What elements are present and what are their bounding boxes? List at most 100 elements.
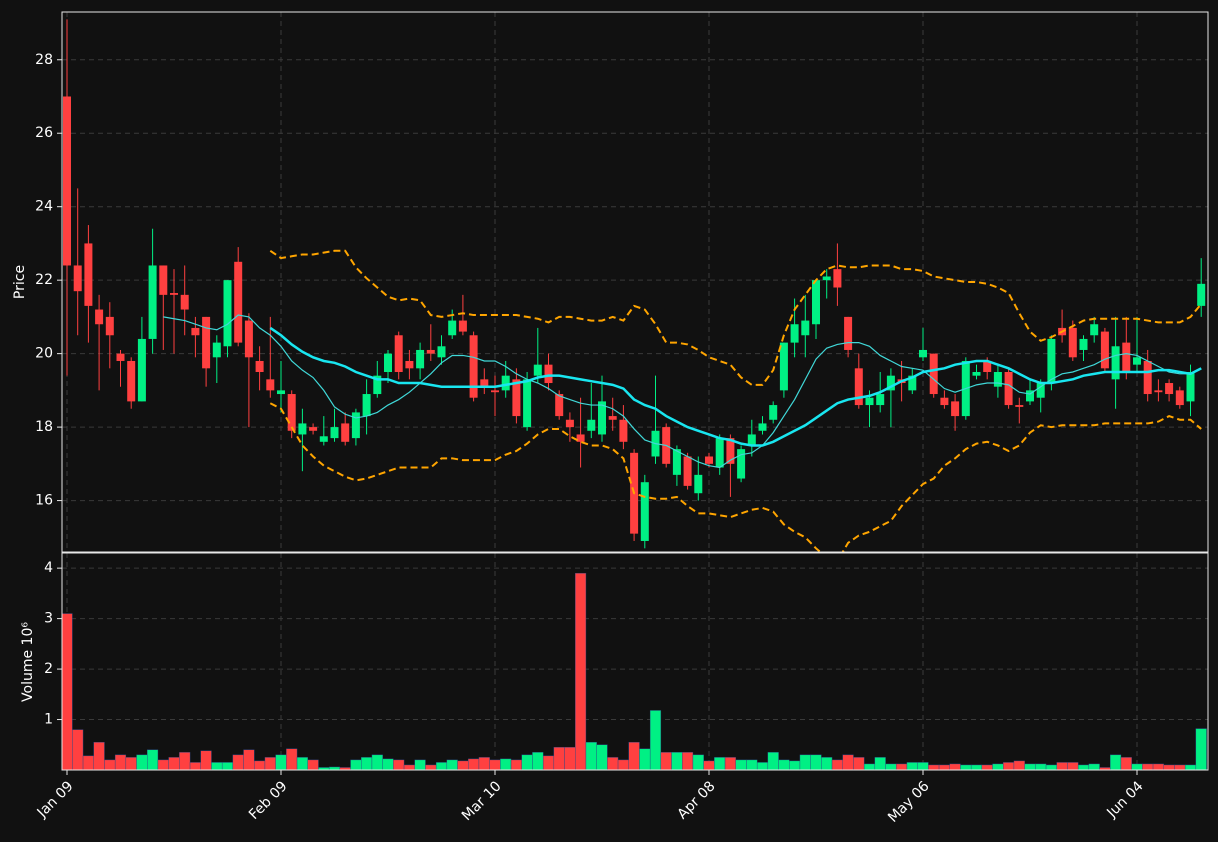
candle-body — [202, 316, 211, 369]
volume-bar — [949, 763, 961, 770]
volume-bar — [179, 752, 191, 770]
candle-body — [405, 360, 414, 369]
volume-bar — [221, 762, 234, 770]
volume-bar — [746, 759, 758, 770]
volume-bar — [211, 762, 223, 770]
volume-bar — [414, 759, 426, 770]
candle-body — [373, 375, 382, 395]
volume-bar — [532, 752, 544, 770]
volume-bar — [896, 763, 908, 770]
candle-body — [512, 379, 521, 417]
candle-body — [737, 449, 746, 479]
volume-bar — [296, 757, 308, 770]
volume-bar — [992, 763, 1004, 770]
candle-body — [908, 375, 917, 391]
y-tick-label: 28 — [35, 52, 53, 68]
volume-bar — [981, 764, 993, 770]
x-tick-label: Apr 08 — [674, 778, 718, 822]
y-tick-label: 4 — [44, 560, 53, 576]
candle-body — [769, 405, 778, 420]
candle-body — [993, 372, 1002, 387]
volume-bar — [639, 748, 651, 770]
candle-body — [416, 349, 425, 369]
candle-body — [694, 474, 703, 494]
volume-bar — [93, 742, 105, 770]
candle-body — [865, 397, 874, 406]
candle-body — [277, 390, 285, 395]
candle-body — [886, 375, 895, 391]
volume-bar — [585, 742, 597, 770]
volume-bar — [735, 759, 747, 770]
volume-bar — [62, 613, 73, 770]
volume-bar — [564, 747, 576, 770]
candle-body — [341, 423, 350, 442]
volume-bar — [810, 754, 822, 770]
candle-body — [705, 456, 713, 464]
volume-bar — [510, 759, 522, 770]
volume-bar — [500, 758, 512, 770]
volume-bar — [1024, 763, 1036, 770]
volume-bar — [125, 757, 137, 770]
y-tick-label: 24 — [35, 199, 53, 215]
candle-body — [170, 293, 178, 295]
volume-bar — [457, 760, 469, 770]
candle-body — [351, 412, 360, 439]
volume-bar — [232, 754, 244, 770]
volume-bar — [692, 754, 704, 770]
y-tick-label: 26 — [35, 125, 53, 141]
candle-body — [95, 309, 104, 325]
volume-bar — [1142, 763, 1154, 770]
candle-body — [533, 364, 542, 376]
volume-bar — [1077, 764, 1090, 770]
indicator-line — [269, 402, 1202, 552]
candle-body — [1133, 357, 1141, 365]
candle-body — [191, 327, 200, 336]
volume-bar — [928, 764, 940, 770]
candle-body — [833, 269, 842, 288]
volume-bar — [189, 762, 201, 770]
volume-bar — [724, 757, 736, 770]
volume-bar — [1013, 760, 1025, 770]
candle-body — [619, 419, 628, 442]
volume-bar — [970, 764, 983, 770]
candle-body — [523, 379, 532, 428]
plot-frame — [61, 11, 1209, 553]
candle-body — [394, 335, 403, 372]
candle-body — [640, 482, 649, 541]
price-axis-label: Price — [12, 265, 28, 299]
volume-bar — [1184, 764, 1197, 770]
candle-body — [929, 353, 938, 395]
volume-bar — [831, 759, 843, 770]
y-tick-label: 20 — [35, 346, 53, 362]
candle-body — [854, 368, 863, 406]
indicator-line — [269, 326, 1202, 447]
candle-body — [1100, 331, 1109, 369]
candle-body — [491, 390, 499, 393]
candle-body — [1068, 327, 1077, 358]
candle-body — [747, 434, 756, 446]
volume-bar — [1056, 762, 1068, 770]
volume-bar — [489, 759, 501, 770]
candle-body — [1015, 405, 1024, 407]
volume-bar — [264, 757, 276, 770]
y-tick-label: 18 — [35, 419, 53, 435]
candle-body — [822, 276, 831, 281]
volume-bar — [714, 757, 726, 770]
candle-body — [608, 416, 617, 420]
volume-bar — [136, 754, 148, 770]
candle-body — [587, 419, 596, 431]
candle-body — [1090, 324, 1099, 336]
volume-bar — [799, 754, 811, 770]
candle-body — [1186, 372, 1195, 402]
plot-frame — [61, 552, 1209, 771]
candle-body — [940, 397, 949, 406]
candle-body — [790, 324, 799, 343]
candle-body — [1047, 338, 1056, 384]
candle-body — [844, 316, 853, 350]
volume-bar — [350, 759, 362, 770]
indicator-line — [163, 314, 1202, 469]
candle-body — [1122, 342, 1131, 372]
volume-bar — [371, 754, 383, 770]
x-tick-label: Jun 04 — [1103, 778, 1146, 821]
candle-body — [1036, 383, 1045, 398]
